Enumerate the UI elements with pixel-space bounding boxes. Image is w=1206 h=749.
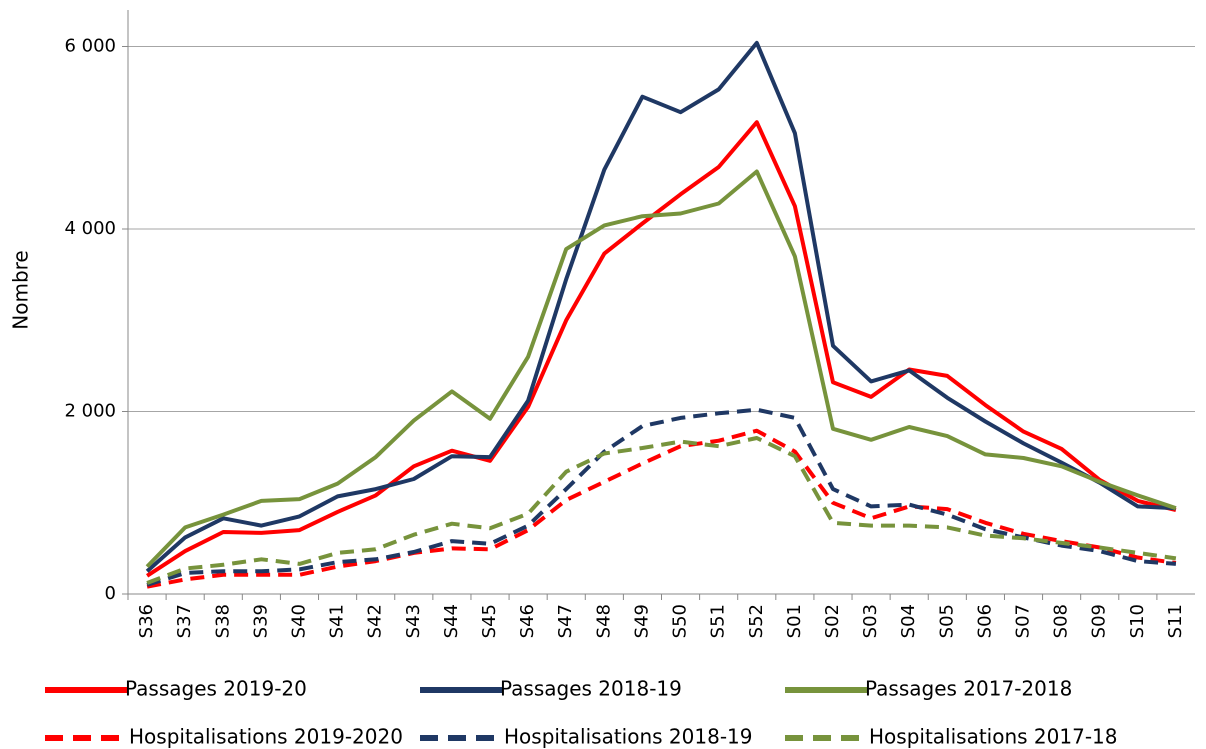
legend-label: Passages 2017-2018 bbox=[865, 677, 1072, 701]
x-tick-label: S11 bbox=[1165, 604, 1186, 638]
series-line bbox=[146, 407, 1177, 587]
x-tick-label: S08 bbox=[1051, 604, 1072, 638]
series-line bbox=[145, 169, 1177, 568]
x-tick-label: S05 bbox=[936, 604, 957, 638]
y-axis-label: Nombre bbox=[9, 250, 33, 329]
x-tick-label: S39 bbox=[250, 604, 271, 638]
x-tick-label: S07 bbox=[1013, 604, 1034, 638]
x-tick-label: S10 bbox=[1127, 604, 1148, 638]
x-tick-label: S47 bbox=[555, 604, 576, 638]
legend-label: Passages 2018-19 bbox=[500, 677, 682, 701]
y-tick-label: 2 000 bbox=[64, 401, 116, 422]
legend-label: Hospitalisations 2019-2020 bbox=[129, 725, 403, 749]
legend-label: Passages 2019-20 bbox=[125, 677, 307, 701]
legend-label: Hospitalisations 2018-19 bbox=[504, 725, 753, 749]
x-tick-label: S06 bbox=[974, 604, 995, 638]
series-line bbox=[146, 428, 1177, 589]
y-tick-label: 0 bbox=[105, 583, 116, 604]
x-tick-label: S45 bbox=[479, 604, 500, 638]
x-tick-label: S42 bbox=[365, 604, 386, 638]
x-tick-label: S36 bbox=[136, 604, 157, 638]
series-line bbox=[146, 120, 1177, 578]
x-tick-label: S01 bbox=[784, 604, 805, 638]
x-tick-label: S41 bbox=[327, 604, 348, 638]
x-tick-label: S09 bbox=[1089, 604, 1110, 638]
x-tick-label: S48 bbox=[593, 604, 614, 638]
x-tick-label: S37 bbox=[174, 604, 195, 638]
series-line bbox=[145, 40, 1176, 573]
x-tick-label: S51 bbox=[708, 604, 729, 638]
x-tick-label: S04 bbox=[898, 604, 919, 638]
x-tick-label: S03 bbox=[860, 604, 881, 638]
x-tick-label: S38 bbox=[212, 604, 233, 638]
x-tick-label: S44 bbox=[441, 604, 462, 638]
y-tick-label: 4 000 bbox=[64, 218, 116, 239]
series-line bbox=[146, 436, 1177, 585]
x-tick-label: S49 bbox=[631, 604, 652, 638]
legend-label: Hospitalisations 2017-18 bbox=[869, 725, 1118, 749]
y-tick-label: 6 000 bbox=[64, 36, 116, 57]
x-tick-label: S46 bbox=[517, 604, 538, 638]
x-tick-label: S50 bbox=[670, 604, 691, 638]
x-tick-label: S40 bbox=[288, 604, 309, 638]
x-tick-label: S02 bbox=[822, 604, 843, 638]
x-tick-label: S52 bbox=[746, 604, 767, 638]
x-tick-label: S43 bbox=[403, 604, 424, 638]
